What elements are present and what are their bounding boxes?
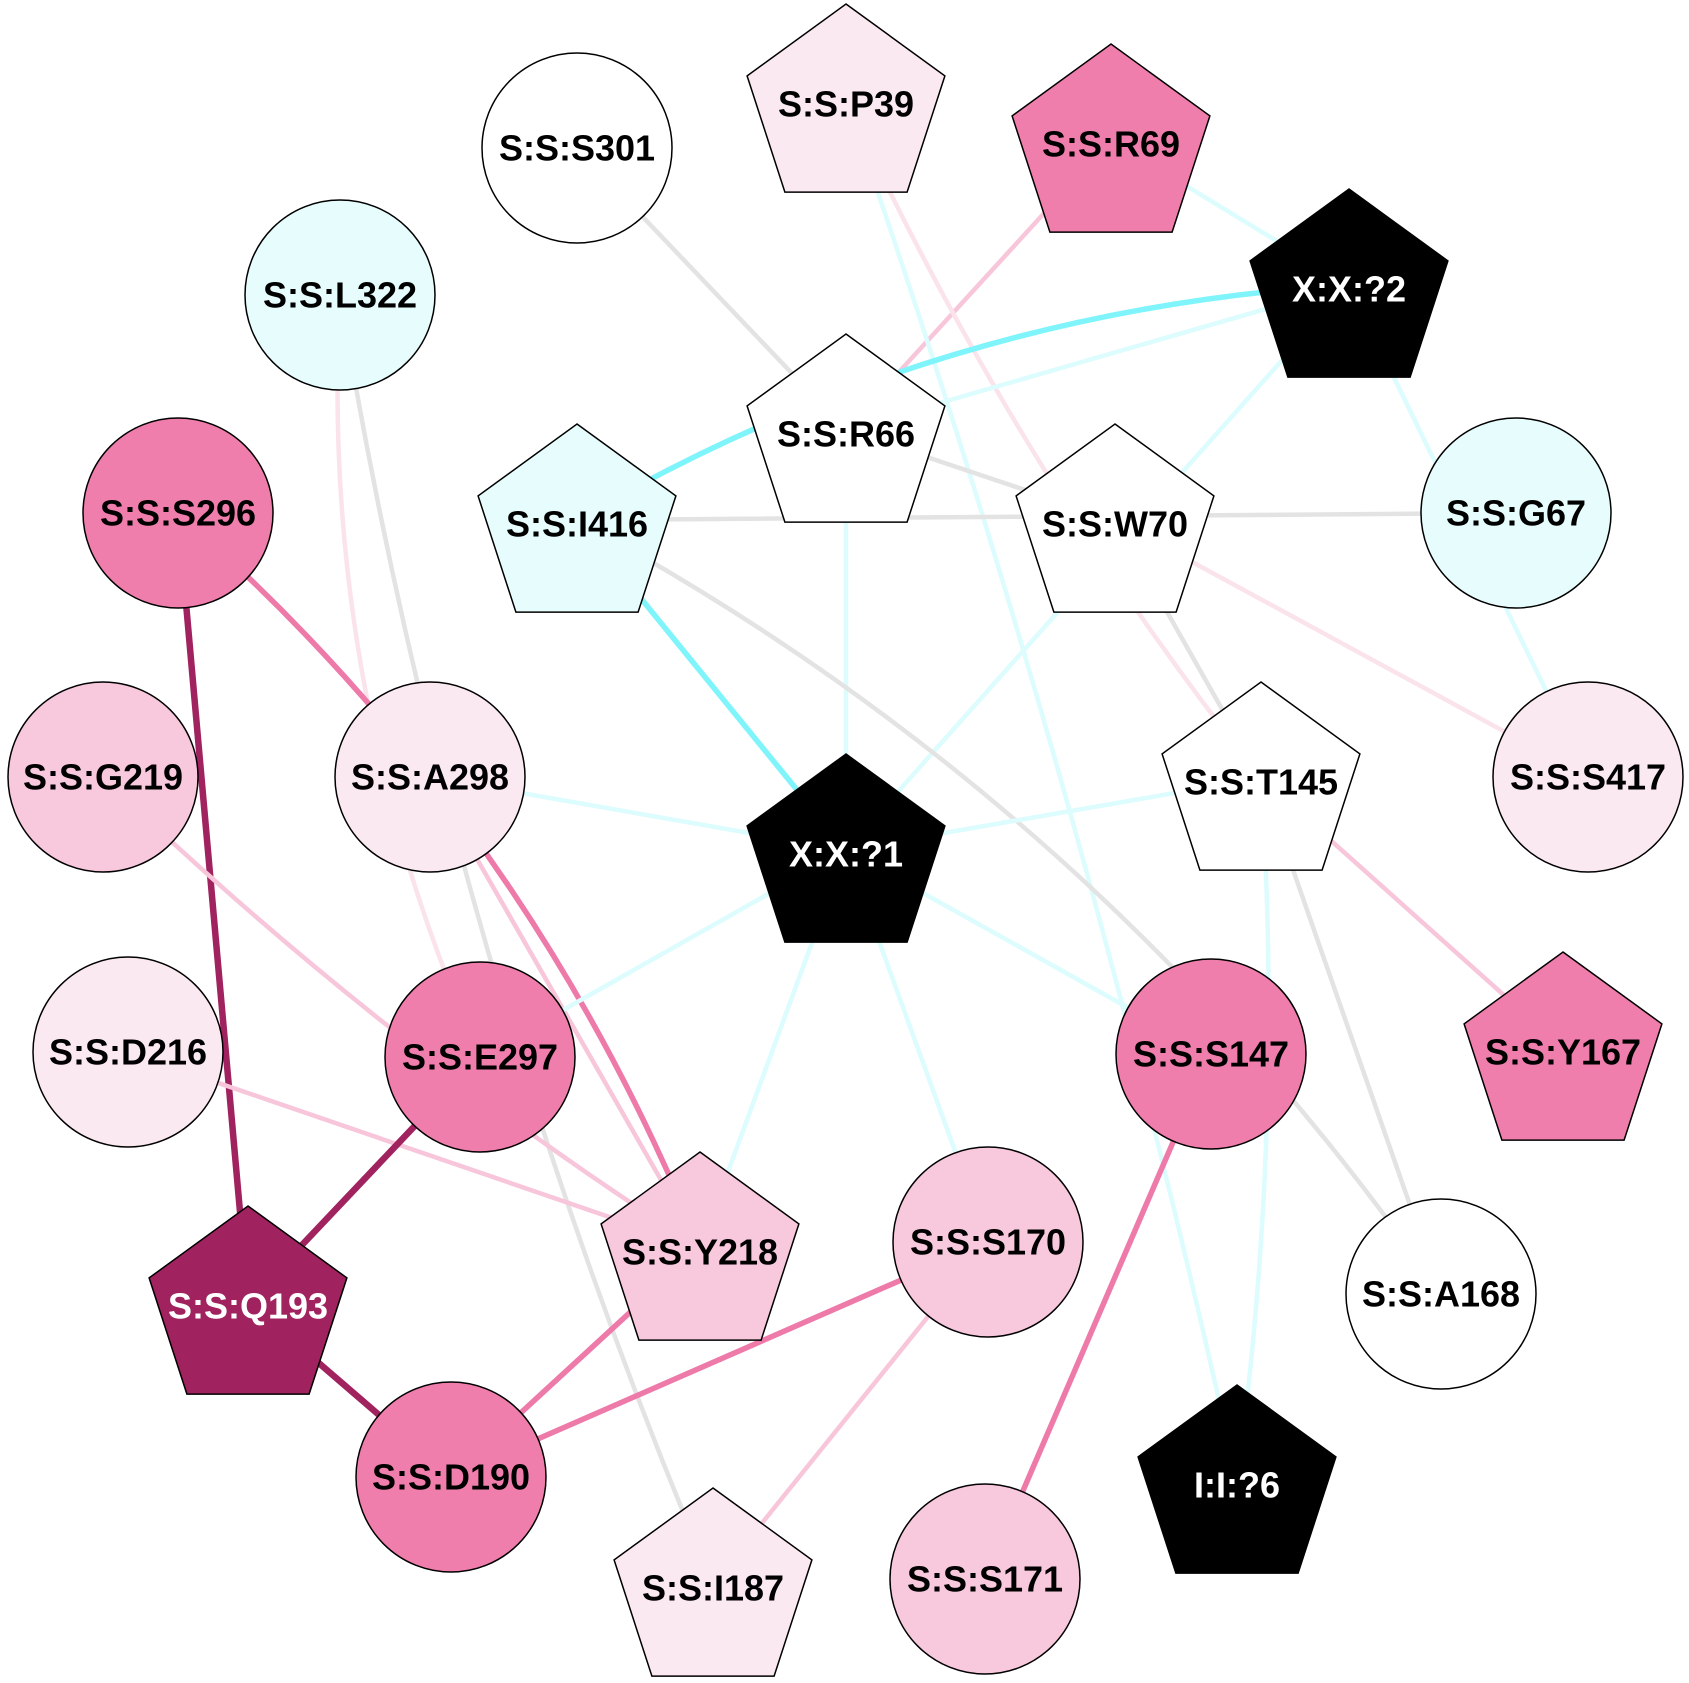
node-w70-pentagon <box>1015 423 1215 613</box>
node-y167-label: S:S:Y167 <box>1485 1032 1641 1073</box>
node-y218-label: S:S:Y218 <box>622 1232 778 1273</box>
node-y167-pentagon <box>1463 951 1663 1141</box>
node-d216-label: S:S:D216 <box>49 1032 207 1073</box>
node-d216-circle <box>32 956 224 1148</box>
node-s301: S:S:S301 <box>481 52 673 244</box>
node-i6-label: I:I:?6 <box>1194 1465 1280 1506</box>
node-a168-label: S:S:A168 <box>1362 1274 1520 1315</box>
node-a298-circle <box>334 681 526 873</box>
node-g219-label: S:S:G219 <box>23 757 183 798</box>
edge-p39-i6 <box>843 97 1240 1484</box>
edge-l322-e297 <box>335 292 483 1060</box>
node-s170-circle <box>892 1146 1084 1338</box>
node-s170-label: S:S:S170 <box>910 1222 1066 1263</box>
node-i187: S:S:I187 <box>613 1487 813 1677</box>
node-x1-label: X:X:?1 <box>789 834 903 875</box>
node-s296-label: S:S:S296 <box>100 493 256 534</box>
node-x1: X:X:?1 <box>746 753 946 943</box>
node-i416-label: S:S:I416 <box>506 504 648 545</box>
node-q193-label: S:S:Q193 <box>168 1286 328 1327</box>
node-w70: S:S:W70 <box>1015 423 1215 613</box>
node-y218-pentagon <box>600 1151 800 1341</box>
node-g67-circle <box>1420 417 1612 609</box>
node-d216: S:S:D216 <box>32 956 224 1148</box>
node-x2: X:X:?2 <box>1249 188 1449 378</box>
node-e297-label: S:S:E297 <box>402 1037 558 1078</box>
node-x2-label: X:X:?2 <box>1292 269 1406 310</box>
node-r66-pentagon <box>746 333 946 523</box>
nodes-layer: S:S:S301 S:S:P39 S:S:R69 X:X:?2 S:S:L322 S:S:… <box>7 3 1684 1677</box>
node-s170: S:S:S170 <box>892 1146 1084 1338</box>
node-q193: S:S:Q193 <box>148 1205 348 1395</box>
node-y167: S:S:Y167 <box>1463 951 1663 1141</box>
node-a298-label: S:S:A298 <box>351 757 509 798</box>
node-r69-label: S:S:R69 <box>1042 124 1180 165</box>
node-p39-pentagon <box>746 3 946 193</box>
node-r66-label: S:S:R66 <box>777 414 915 455</box>
node-y218: S:S:Y218 <box>600 1151 800 1341</box>
node-i416-pentagon <box>477 423 677 613</box>
node-s147-label: S:S:S147 <box>1133 1034 1289 1075</box>
node-g219-circle <box>7 681 199 873</box>
node-t145-label: S:S:T145 <box>1184 762 1338 803</box>
edge-x2-i416 <box>574 282 1352 523</box>
node-x2-pentagon <box>1249 188 1449 378</box>
node-g67-label: S:S:G67 <box>1446 493 1586 534</box>
node-d190-circle <box>355 1381 547 1573</box>
node-s417-label: S:S:S417 <box>1510 757 1666 798</box>
node-g67: S:S:G67 <box>1420 417 1612 609</box>
node-i187-pentagon <box>613 1487 813 1677</box>
node-e297-circle <box>384 961 576 1153</box>
node-s147: S:S:S147 <box>1115 958 1307 1150</box>
node-q193-pentagon <box>148 1205 348 1395</box>
node-e297: S:S:E297 <box>384 961 576 1153</box>
node-r66: S:S:R66 <box>746 333 946 523</box>
node-r69: S:S:R69 <box>1011 43 1211 233</box>
node-r69-pentagon <box>1011 43 1211 233</box>
node-a168: S:S:A168 <box>1345 1198 1537 1390</box>
node-t145: S:S:T145 <box>1161 681 1361 871</box>
node-s417-circle <box>1492 681 1684 873</box>
node-t145-pentagon <box>1161 681 1361 871</box>
node-w70-label: S:S:W70 <box>1042 504 1188 545</box>
node-s147-circle <box>1115 958 1307 1150</box>
node-p39-label: S:S:P39 <box>778 84 914 125</box>
node-a168-circle <box>1345 1198 1537 1390</box>
node-s296-circle <box>82 417 274 609</box>
node-p39: S:S:P39 <box>746 3 946 193</box>
node-l322-circle <box>244 199 436 391</box>
node-l322: S:S:L322 <box>244 199 436 391</box>
node-d190: S:S:D190 <box>355 1381 547 1573</box>
node-i416: S:S:I416 <box>477 423 677 613</box>
node-l322-label: S:S:L322 <box>263 275 417 316</box>
edge-p39-t145 <box>843 97 1264 781</box>
node-i6-pentagon <box>1137 1384 1337 1574</box>
node-x1-pentagon <box>746 753 946 943</box>
node-s171-circle <box>889 1483 1081 1675</box>
node-i6: I:I:?6 <box>1137 1384 1337 1574</box>
node-d190-label: S:S:D190 <box>372 1457 530 1498</box>
node-s171-label: S:S:S171 <box>907 1559 1063 1600</box>
node-s301-label: S:S:S301 <box>499 128 655 169</box>
node-a298: S:S:A298 <box>334 681 526 873</box>
node-s296: S:S:S296 <box>82 417 274 609</box>
edge-i416-a168 <box>574 517 1444 1297</box>
node-s417: S:S:S417 <box>1492 681 1684 873</box>
node-g219: S:S:G219 <box>7 681 199 873</box>
edge-s296-q193 <box>174 509 252 1306</box>
node-s301-circle <box>481 52 673 244</box>
node-i187-label: S:S:I187 <box>642 1568 784 1609</box>
node-s171: S:S:S171 <box>889 1483 1081 1675</box>
